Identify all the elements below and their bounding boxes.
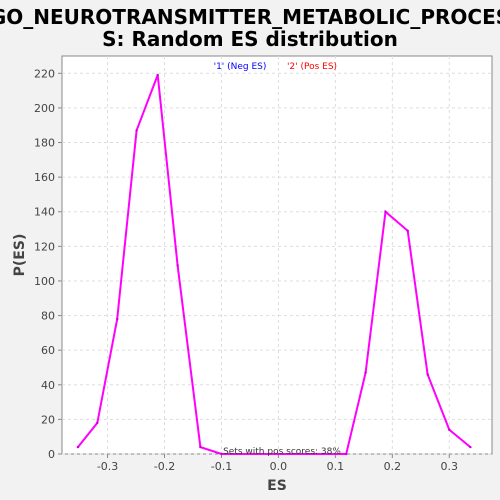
- data-point: [344, 452, 348, 456]
- grid: [62, 56, 492, 455]
- y-tick-label: 20: [41, 413, 55, 426]
- y-tick-label: 200: [34, 102, 55, 115]
- x-tick-label: 0.1: [327, 460, 345, 473]
- y-axis: 0 20 40 60 80 100 120 140 160 180 200 220: [34, 67, 62, 461]
- x-tick-label: 0.2: [384, 460, 402, 473]
- data-point: [76, 445, 80, 449]
- x-axis-label: ES: [267, 478, 287, 494]
- data-point: [156, 73, 159, 77]
- y-axis-label: P(ES): [12, 234, 28, 277]
- y-tick-label: 120: [34, 240, 55, 253]
- data-point: [448, 428, 451, 431]
- y-tick-label: 0: [48, 448, 55, 461]
- x-tick-label: 0.0: [270, 460, 288, 473]
- series: [76, 73, 472, 456]
- data-point: [96, 421, 99, 425]
- legend: '1' (Neg ES) '2' (Pos ES): [214, 62, 337, 72]
- x-tick-label: 0.3: [441, 460, 459, 473]
- x-tick-label: -0.1: [211, 460, 232, 473]
- data-point: [469, 445, 472, 449]
- data-point: [135, 129, 138, 132]
- x-tick-label: -0.2: [154, 460, 175, 473]
- y-tick-label: 180: [34, 137, 55, 150]
- data-point: [384, 210, 387, 213]
- data-point: [406, 229, 409, 232]
- y-tick-label: 160: [34, 171, 55, 184]
- data-point: [116, 317, 119, 321]
- legend-item-pos-es: '2' (Pos ES): [287, 62, 337, 72]
- chart-title-line-2: S: Random ES distribution: [102, 27, 398, 51]
- legend-item-neg-es: '1' (Neg ES): [214, 62, 267, 72]
- y-tick-label: 40: [41, 379, 55, 392]
- y-tick-label: 100: [34, 275, 55, 288]
- chart-title-line-1: GO_NEUROTRANSMITTER_METABOLIC_PROCES: [0, 5, 500, 29]
- data-point: [364, 371, 367, 374]
- data-point: [199, 445, 202, 449]
- x-tick-label: -0.3: [97, 460, 118, 473]
- y-tick-label: 80: [41, 310, 55, 323]
- data-point: [220, 452, 223, 456]
- data-point: [176, 264, 179, 267]
- y-tick-label: 220: [34, 67, 55, 80]
- x-axis: -0.3 -0.2 -0.1 0.0 0.1 0.2 0.3: [97, 454, 458, 473]
- annotation-pos-scores: Sets with pos scores: 38%: [223, 447, 341, 457]
- plot-area: [61, 55, 493, 455]
- y-tick-label: 140: [34, 206, 55, 219]
- data-point: [426, 373, 429, 376]
- y-tick-label: 60: [41, 344, 55, 357]
